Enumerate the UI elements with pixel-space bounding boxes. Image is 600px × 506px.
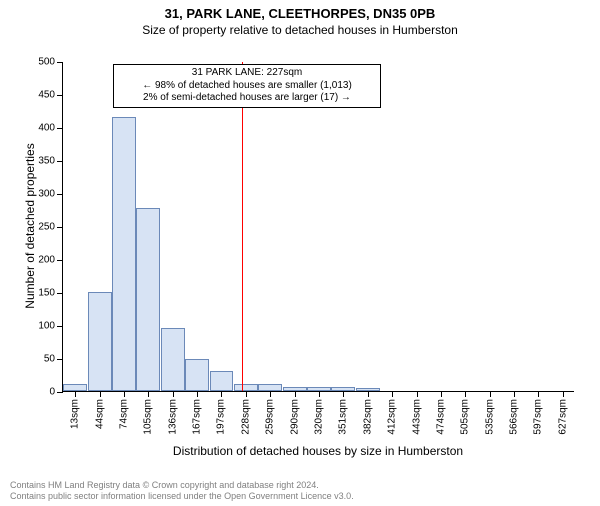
y-tick-label: 200 [38, 255, 55, 266]
x-tick [100, 391, 101, 397]
histogram-bar [88, 292, 112, 391]
y-tick-label: 250 [38, 222, 55, 233]
y-tick [57, 128, 63, 129]
x-tick [490, 391, 491, 397]
y-tick-label: 450 [38, 90, 55, 101]
histogram-bar [112, 117, 136, 391]
x-tick [319, 391, 320, 397]
x-tick [221, 391, 222, 397]
x-tick-label: 382sqm [362, 399, 373, 435]
footer-line: Contains HM Land Registry data © Crown c… [10, 480, 354, 491]
x-tick-label: 597sqm [533, 399, 544, 435]
x-axis-label: Distribution of detached houses by size … [62, 444, 574, 458]
property-marker-line [242, 62, 243, 391]
x-tick-label: 74sqm [118, 399, 129, 429]
x-tick [75, 391, 76, 397]
x-tick-label: 167sqm [192, 399, 203, 435]
x-tick-label: 566sqm [509, 399, 520, 435]
x-tick-label: 44sqm [94, 399, 105, 429]
y-tick-label: 400 [38, 123, 55, 134]
x-tick-label: 320sqm [314, 399, 325, 435]
y-tick-label: 500 [38, 57, 55, 68]
y-tick [57, 227, 63, 228]
y-tick-label: 150 [38, 288, 55, 299]
x-tick [465, 391, 466, 397]
y-tick [57, 161, 63, 162]
x-tick [343, 391, 344, 397]
x-tick-label: 105sqm [143, 399, 154, 435]
histogram-bar [161, 328, 185, 391]
annotation-line: 2% of semi-detached houses are larger (1… [116, 92, 378, 105]
y-tick-label: 100 [38, 321, 55, 332]
y-axis-label: Number of detached properties [23, 126, 37, 326]
y-tick [57, 194, 63, 195]
histogram-bar [307, 387, 331, 391]
x-tick [173, 391, 174, 397]
histogram-bar [234, 384, 258, 391]
histogram-bar [258, 384, 282, 391]
annotation-box: 31 PARK LANE: 227sqm← 98% of detached ho… [113, 64, 381, 108]
annotation-line: ← 98% of detached houses are smaller (1,… [116, 80, 378, 93]
x-tick [295, 391, 296, 397]
x-tick [148, 391, 149, 397]
y-tick [57, 359, 63, 360]
y-tick [57, 392, 63, 393]
y-tick [57, 293, 63, 294]
histogram-bar [210, 371, 234, 391]
x-tick [368, 391, 369, 397]
x-tick-label: 290sqm [289, 399, 300, 435]
footer-attribution: Contains HM Land Registry data © Crown c… [10, 480, 354, 502]
y-tick [57, 260, 63, 261]
y-tick [57, 326, 63, 327]
x-tick-label: 443sqm [411, 399, 422, 435]
histogram-bar [185, 359, 209, 391]
chart-title-main: 31, PARK LANE, CLEETHORPES, DN35 0PB [0, 6, 600, 21]
histogram-bar [136, 208, 160, 391]
x-tick [538, 391, 539, 397]
y-tick-label: 50 [44, 354, 55, 365]
plot-area: 05010015020025030035040045050013sqm44sqm… [62, 62, 574, 392]
x-tick-label: 505sqm [460, 399, 471, 435]
x-tick-label: 259sqm [265, 399, 276, 435]
y-tick-label: 350 [38, 156, 55, 167]
histogram-bar [283, 387, 307, 391]
x-tick-label: 136sqm [167, 399, 178, 435]
x-tick [563, 391, 564, 397]
x-tick-label: 627sqm [557, 399, 568, 435]
x-tick-label: 412sqm [387, 399, 398, 435]
x-tick-label: 535sqm [484, 399, 495, 435]
x-tick-label: 474sqm [435, 399, 446, 435]
x-tick-label: 197sqm [216, 399, 227, 435]
x-tick [514, 391, 515, 397]
x-tick-label: 351sqm [338, 399, 349, 435]
histogram-bar [356, 388, 380, 391]
x-tick [197, 391, 198, 397]
annotation-line: 31 PARK LANE: 227sqm [116, 67, 378, 80]
x-tick [441, 391, 442, 397]
x-tick-label: 13sqm [70, 399, 81, 429]
x-tick [124, 391, 125, 397]
histogram-bar [63, 384, 87, 391]
y-tick-label: 0 [49, 387, 55, 398]
histogram-bar [331, 387, 355, 391]
x-tick [270, 391, 271, 397]
y-tick-label: 300 [38, 189, 55, 200]
chart-title-sub: Size of property relative to detached ho… [0, 23, 600, 37]
x-tick [417, 391, 418, 397]
x-tick [246, 391, 247, 397]
y-tick [57, 95, 63, 96]
y-tick [57, 62, 63, 63]
footer-line: Contains public sector information licen… [10, 491, 354, 502]
x-tick-label: 228sqm [240, 399, 251, 435]
x-tick [392, 391, 393, 397]
